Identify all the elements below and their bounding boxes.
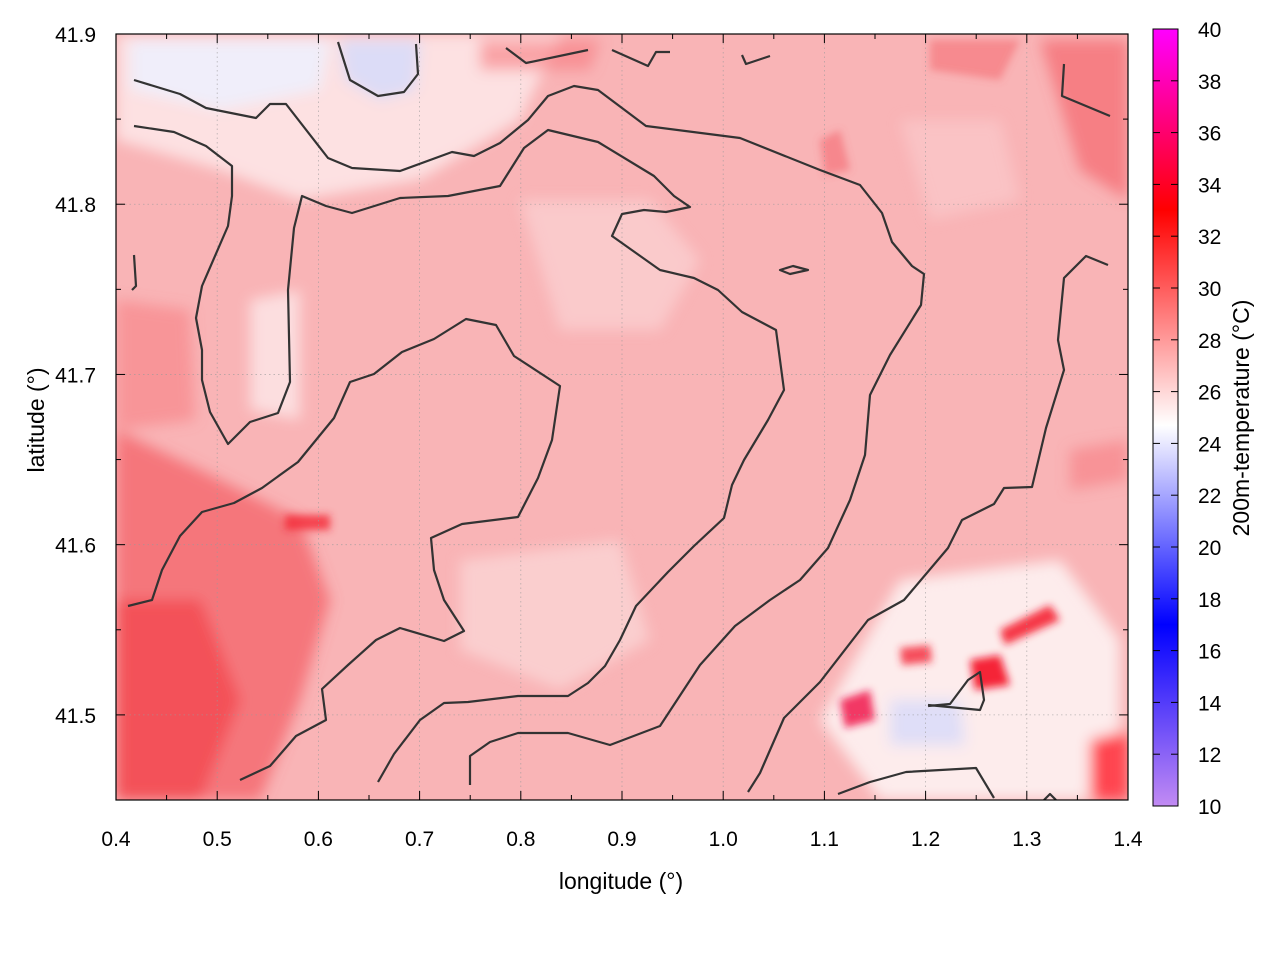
colorbar-tick-label: 36	[1198, 123, 1221, 146]
contour-line	[133, 78, 926, 785]
y-tick-label: 41.5	[55, 705, 96, 728]
colorbar-tick-label: 12	[1198, 744, 1221, 767]
y-axis-title: latitude (°)	[23, 367, 49, 472]
colorbar-tick-label: 40	[1198, 19, 1221, 42]
y-tick-label: 41.6	[55, 535, 96, 558]
contour-lines	[127, 41, 1111, 800]
colorbar-tick-label: 32	[1198, 226, 1221, 249]
colorbar-tick-label: 14	[1198, 692, 1222, 715]
colorbar-tick-label: 20	[1198, 537, 1221, 560]
grid-lines	[116, 34, 1128, 800]
contour-line	[740, 54, 771, 66]
contour-line	[927, 670, 986, 712]
contour-line	[778, 264, 810, 276]
x-tick-label: 0.4	[101, 828, 131, 851]
contour-line	[127, 317, 562, 781]
colorbar-tick-label: 26	[1198, 382, 1221, 405]
contour-line	[837, 766, 995, 799]
colorbar-tick-label: 22	[1198, 485, 1221, 508]
colorbar-axis: 10 12 14 16 18 20 22 24 26 28 30 32 34 36 38 40	[1153, 19, 1222, 819]
x-tick-label: 1.4	[1113, 828, 1143, 851]
x-tick-label: 1.2	[911, 828, 940, 851]
contour-line	[1043, 792, 1057, 800]
y-tick-label: 41.9	[55, 24, 96, 47]
x-tick-label: 0.6	[304, 828, 333, 851]
x-tick-label: 0.9	[607, 828, 636, 851]
colorbar-tick-label: 16	[1198, 641, 1221, 664]
y-axis: 41.5 41.6 41.7 41.8 41.9	[55, 24, 1128, 801]
x-tick-label: 1.3	[1012, 828, 1041, 851]
colorbar-tick-label: 10	[1198, 796, 1221, 819]
colorbar	[1152, 28, 1179, 807]
x-tick-label: 1.1	[810, 828, 839, 851]
x-tick-label: 0.8	[506, 828, 535, 851]
x-axis-title: longitude (°)	[559, 868, 683, 894]
contour-line	[133, 124, 786, 783]
colorbar-tick-label: 34	[1198, 174, 1222, 197]
contour-line	[336, 41, 420, 98]
colorbar-tick-label: 24	[1198, 433, 1222, 456]
x-tick-label: 1.0	[709, 828, 738, 851]
contour-line	[747, 254, 1109, 793]
colorbar-tick-label: 28	[1198, 330, 1221, 353]
contour-line	[505, 47, 589, 65]
x-axis: 0.4 0.5 0.6 0.7 0.8 0.9 1.0 1.1 1.2 1.3 1.4	[101, 34, 1143, 851]
x-tick-label: 0.5	[203, 828, 232, 851]
colorbar-tick-label: 38	[1198, 71, 1221, 94]
y-tick-label: 41.8	[55, 194, 96, 217]
y-tick-label: 41.7	[55, 364, 96, 387]
colorbar-title: 200m-temperature (°C)	[1228, 300, 1254, 537]
contour-line	[1060, 63, 1111, 118]
colorbar-tick-label: 30	[1198, 278, 1221, 301]
contour-line	[611, 48, 670, 68]
colorbar-tick-label: 18	[1198, 589, 1221, 612]
x-tick-label: 0.7	[405, 828, 434, 851]
contour-line	[131, 254, 138, 291]
